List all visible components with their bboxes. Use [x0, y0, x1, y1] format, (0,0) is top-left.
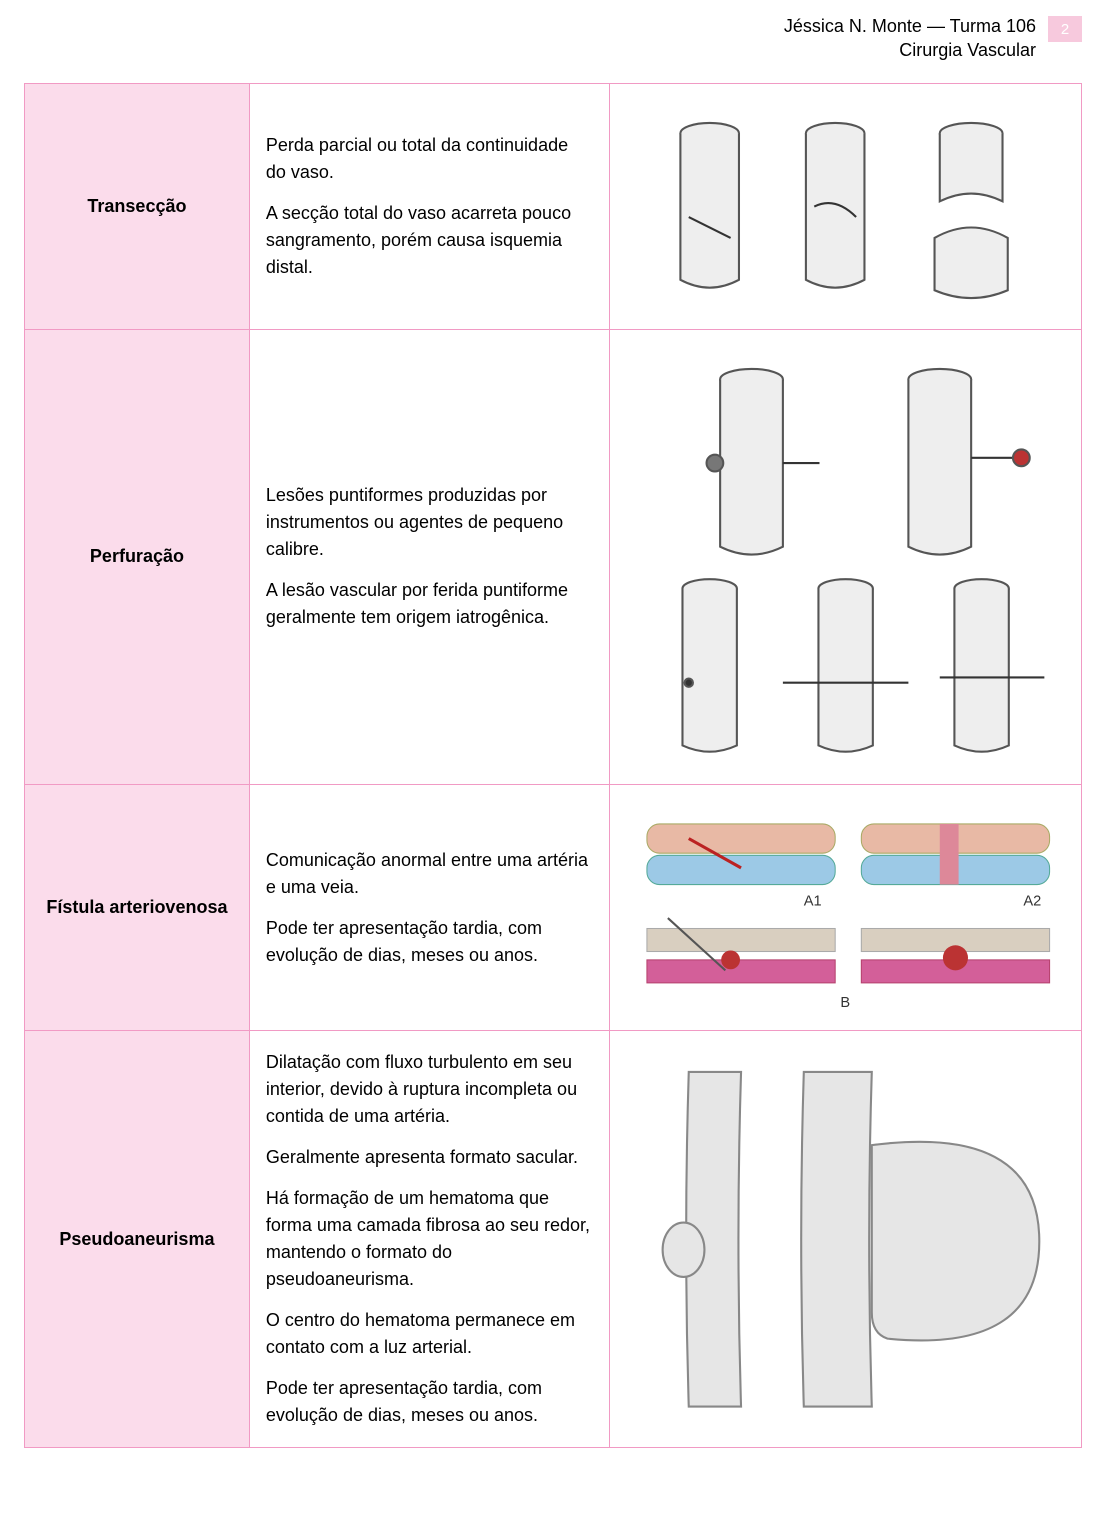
- document-page: Jéssica N. Monte — Turma 106 Cirurgia Va…: [0, 0, 1106, 1448]
- table-row: Fístula arteriovenosa Comunicação anorma…: [25, 785, 1082, 1031]
- desc-paragraph: O centro do hematoma permanece em contat…: [266, 1307, 593, 1361]
- lesion-label: Transecção: [25, 83, 250, 329]
- desc-paragraph: Geralmente apresenta formato sacular.: [266, 1144, 593, 1171]
- desc-paragraph: Há formação de um hematoma que forma uma…: [266, 1185, 593, 1293]
- transection-illustration: [626, 102, 1065, 311]
- lesion-illustration-cell: [609, 83, 1081, 329]
- desc-paragraph: Lesões puntiformes produzidas por instru…: [266, 482, 593, 563]
- lesion-label: Perfuração: [25, 329, 250, 784]
- lesion-description: Perda parcial ou total da continuidade d…: [249, 83, 609, 329]
- desc-paragraph: A secção total do vaso acarreta pouco sa…: [266, 200, 593, 281]
- svg-text:A1: A1: [804, 894, 822, 910]
- desc-paragraph: Comunicação anormal entre uma artéria e …: [266, 847, 593, 901]
- svg-text:B: B: [840, 995, 850, 1011]
- lesion-illustration-cell: [609, 1031, 1081, 1448]
- lesion-description: Comunicação anormal entre uma artéria e …: [249, 785, 609, 1031]
- author-line: Jéssica N. Monte — Turma 106: [784, 14, 1036, 38]
- lesion-description: Dilatação com fluxo turbulento em seu in…: [249, 1031, 609, 1448]
- lesion-label: Pseudoaneurisma: [25, 1031, 250, 1448]
- table-row: Pseudoaneurisma Dilatação com fluxo turb…: [25, 1031, 1082, 1448]
- svg-text:A2: A2: [1023, 894, 1041, 910]
- desc-paragraph: Perda parcial ou total da continuidade d…: [266, 132, 593, 186]
- table-row: Transecção Perda parcial ou total da con…: [25, 83, 1082, 329]
- table-row: Perfuração Lesões puntiformes produzidas…: [25, 329, 1082, 784]
- lesion-illustration-cell: [609, 329, 1081, 784]
- av-fistula-illustration: A1 A2: [626, 803, 1065, 1012]
- lesion-description: Lesões puntiformes produzidas por instru…: [249, 329, 609, 784]
- pseudoaneurysm-illustration: [626, 1051, 1065, 1428]
- lesion-illustration-cell: A1 A2: [609, 785, 1081, 1031]
- desc-paragraph: A lesão vascular por ferida puntiforme g…: [266, 577, 593, 631]
- subject-line: Cirurgia Vascular: [784, 38, 1036, 62]
- page-number-badge: 2: [1048, 16, 1082, 42]
- desc-paragraph: Dilatação com fluxo turbulento em seu in…: [266, 1049, 593, 1130]
- perforation-illustration: [626, 348, 1065, 766]
- header-text-block: Jéssica N. Monte — Turma 106 Cirurgia Va…: [784, 14, 1036, 63]
- page-header: Jéssica N. Monte — Turma 106 Cirurgia Va…: [24, 14, 1082, 63]
- lesions-table: Transecção Perda parcial ou total da con…: [24, 83, 1082, 1449]
- lesion-label: Fístula arteriovenosa: [25, 785, 250, 1031]
- desc-paragraph: Pode ter apresentação tardia, com evoluç…: [266, 915, 593, 969]
- desc-paragraph: Pode ter apresentação tardia, com evoluç…: [266, 1375, 593, 1429]
